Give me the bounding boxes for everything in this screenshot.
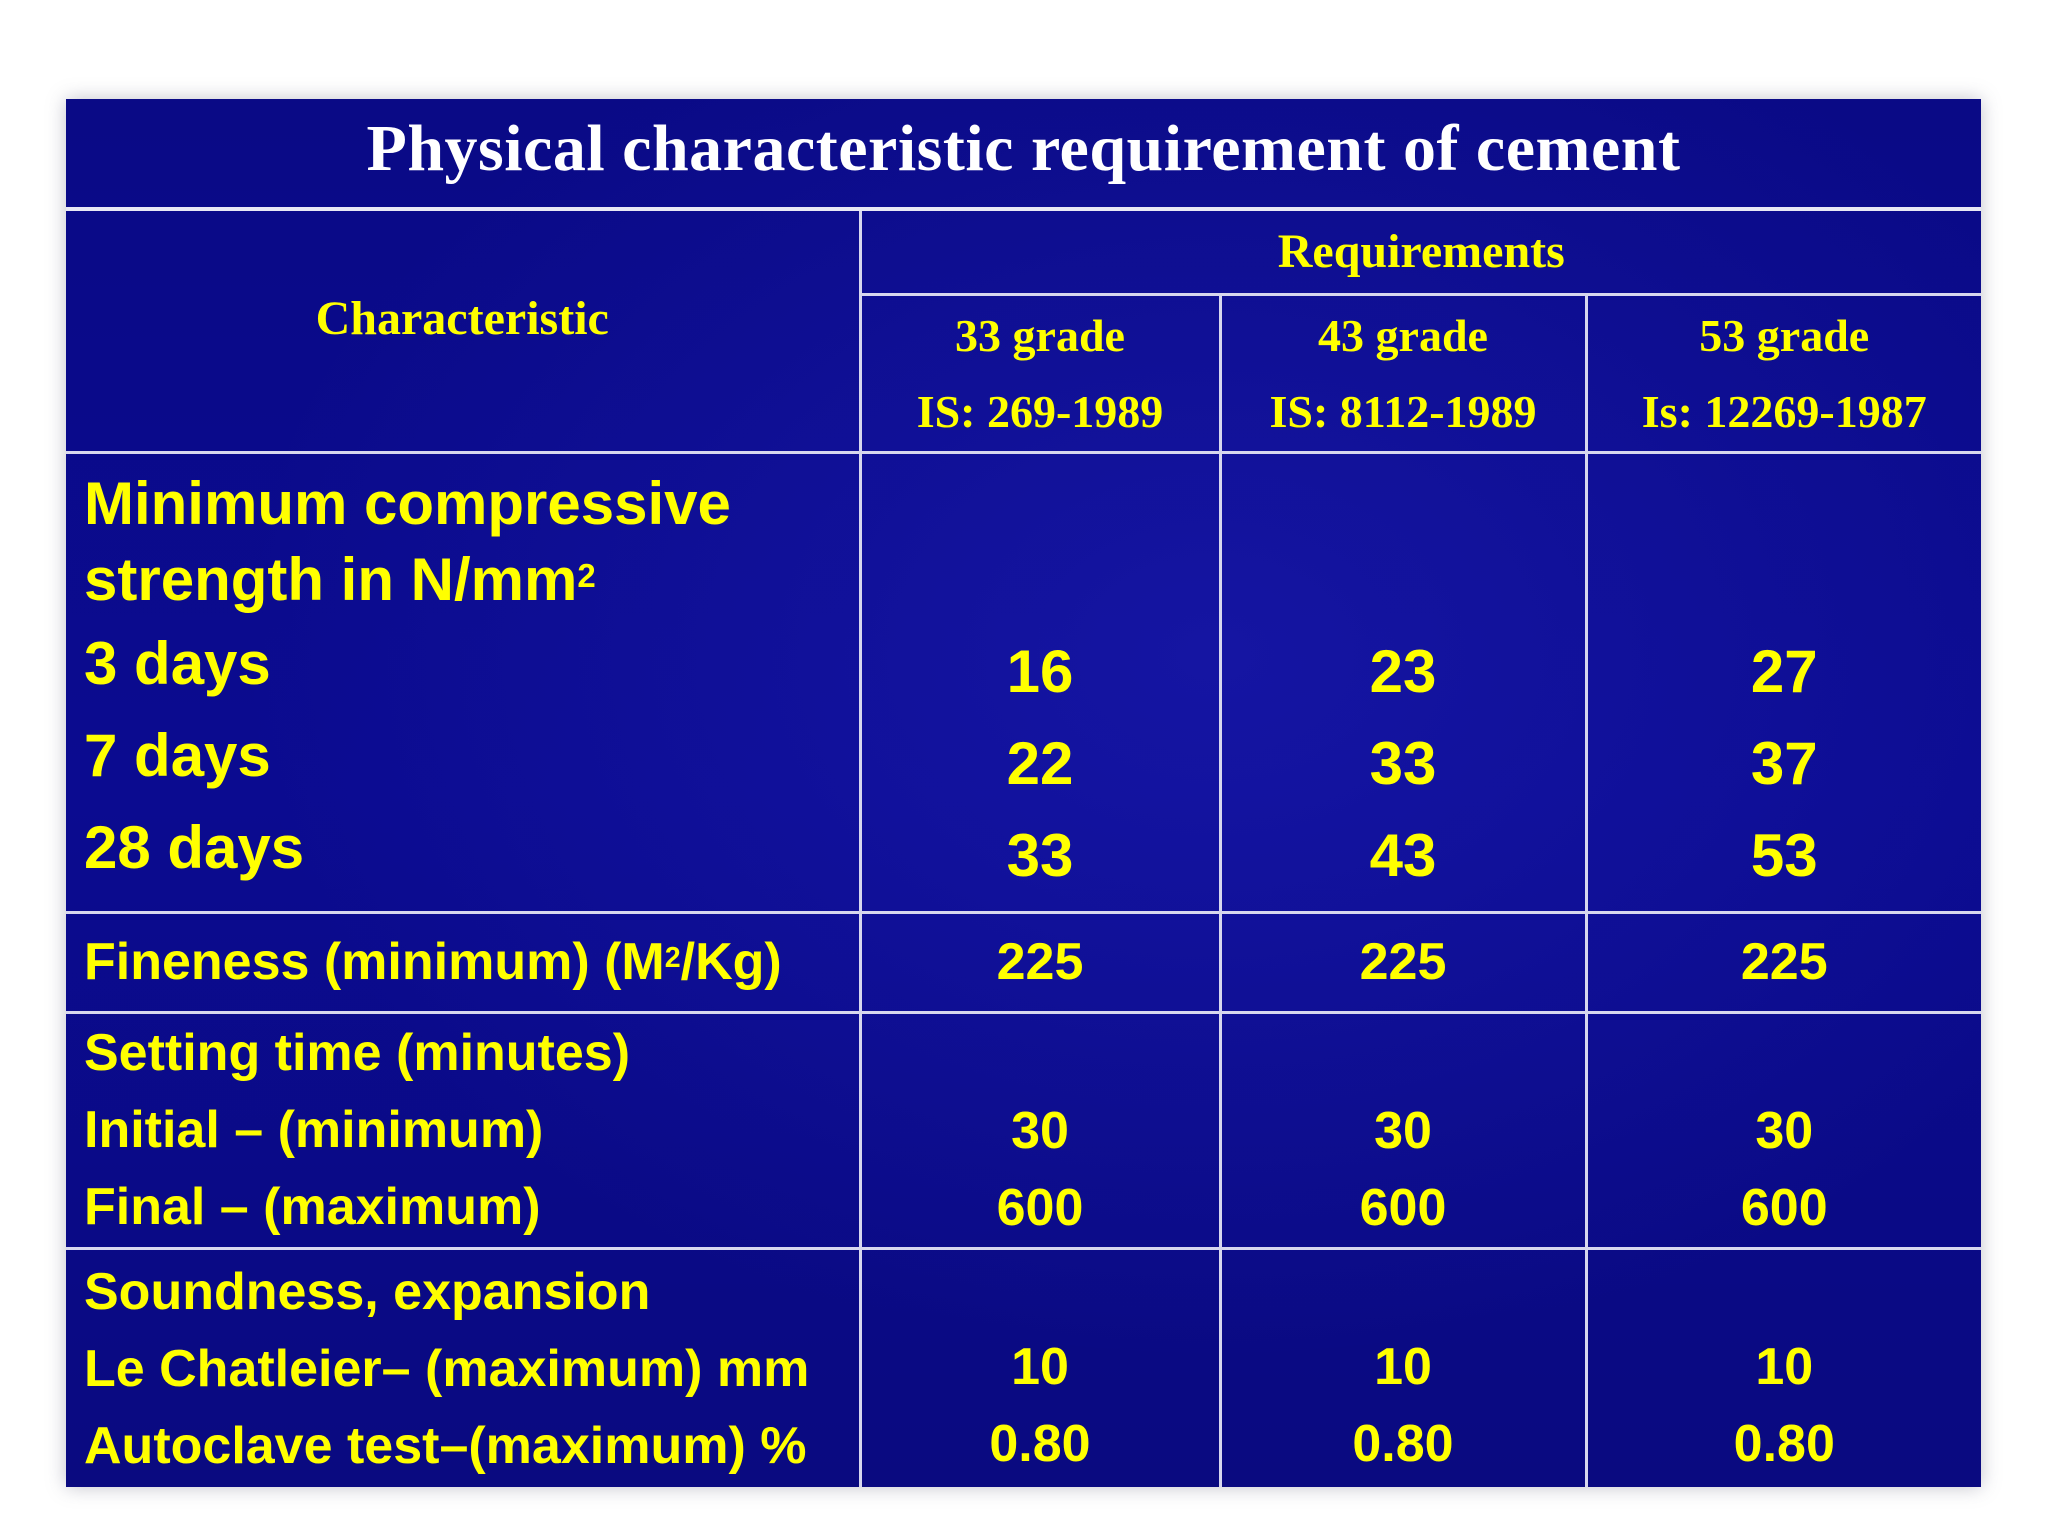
value-cell: 225 <box>1740 933 1828 991</box>
value-cell: 33 <box>1369 730 1437 797</box>
value-cell: 33 <box>1006 822 1074 889</box>
title-bar: Physical characteristic requirement of c… <box>66 99 1981 211</box>
grade-header-row: 33 grade IS: 269-1989 43 grade IS: 8112-… <box>66 293 1981 454</box>
value-cell: 600 <box>1359 1179 1447 1237</box>
requirements-header-label: Requirements <box>1277 225 1565 278</box>
value-cell: 37 <box>1750 730 1818 797</box>
value-cell: 23 <box>1369 638 1437 705</box>
fineness-label: Fineness (minimum) (M2/Kg) <box>66 911 862 1014</box>
slide-title: Physical characteristic requirement of c… <box>366 112 1681 185</box>
grade-header-43: 43 grade IS: 8112-1989 <box>1218 293 1588 454</box>
value-cell: 0.80 <box>989 1415 1091 1473</box>
value-cell: 16 <box>1006 638 1074 705</box>
value-cell: 600 <box>996 1179 1084 1237</box>
table-header-row: Characteristic Requirements <box>66 211 1981 454</box>
requirements-table: Characteristic Requirements 33 grade IS:… <box>66 211 1981 1487</box>
value-cell: 43 <box>1369 822 1437 889</box>
fineness-row: Fineness (minimum) (M2/Kg) 225 225 225 <box>66 911 1981 1014</box>
le-chatelier-label: Le Chatleier– (maximum) mm <box>84 1339 810 1398</box>
grade-standard: Is: 12269-1987 <box>1641 385 1927 437</box>
days-label: 28 days <box>84 814 305 881</box>
value-cell: 10 <box>1374 1338 1432 1396</box>
slide: Physical characteristic requirement of c… <box>66 99 1981 1487</box>
compressive-strength-label: Minimum compressive strength in N/mm2 3 … <box>66 451 862 914</box>
autoclave-label: Autoclave test–(maximum) % <box>84 1416 807 1475</box>
compressive-values-43: 23 33 43 <box>1218 451 1588 914</box>
setting-values-53: 30 600 <box>1584 1011 1981 1250</box>
grade-standard: IS: 8112-1989 <box>1269 385 1537 437</box>
grade-standard: IS: 269-1989 <box>916 385 1164 437</box>
value-cell: 53 <box>1750 822 1818 889</box>
setting-initial-label: Initial – (minimum) <box>84 1101 544 1159</box>
soundness-label: Soundness, expansion Le Chatleier– (maxi… <box>66 1247 862 1487</box>
fineness-value-43: 225 <box>1218 911 1588 1014</box>
soundness-heading: Soundness, expansion <box>84 1262 651 1321</box>
setting-time-row: Setting time (minutes) Initial – (minimu… <box>66 1011 1981 1250</box>
setting-values-33: 30 600 <box>858 1011 1222 1250</box>
setting-final-label: Final – (maximum) <box>84 1178 541 1236</box>
value-cell: 10 <box>1011 1338 1069 1396</box>
grade-name: 43 grade <box>1318 309 1488 361</box>
setting-time-label: Setting time (minutes) Initial – (minimu… <box>66 1011 862 1250</box>
value-cell: 225 <box>996 933 1084 991</box>
soundness-row: Soundness, expansion Le Chatleier– (maxi… <box>66 1247 1981 1487</box>
setting-values-43: 30 600 <box>1218 1011 1588 1250</box>
compressive-values-33: 16 22 33 <box>858 451 1222 914</box>
soundness-values-53: 10 0.80 <box>1584 1247 1981 1487</box>
compressive-label-line2: strength in N/mm2 <box>84 546 596 613</box>
compressive-values-53: 27 37 53 <box>1584 451 1981 914</box>
value-cell: 0.80 <box>1352 1415 1454 1473</box>
fineness-value-53: 225 <box>1584 911 1981 1014</box>
compressive-label-line1: Minimum compressive <box>84 470 731 537</box>
value-cell: 0.80 <box>1733 1415 1835 1473</box>
value-cell: 10 <box>1755 1338 1814 1396</box>
characteristic-header-label: Characteristic <box>315 292 609 345</box>
days-label: 7 days <box>84 722 271 789</box>
grade-name: 53 grade <box>1699 309 1870 361</box>
value-cell: 30 <box>1374 1102 1432 1160</box>
setting-time-heading: Setting time (minutes) <box>84 1024 631 1082</box>
grade-name: 33 grade <box>955 309 1125 361</box>
soundness-values-43: 10 0.80 <box>1218 1247 1588 1487</box>
value-cell: 27 <box>1750 638 1818 705</box>
grade-header-53: 53 grade Is: 12269-1987 <box>1584 293 1981 454</box>
characteristic-header: Characteristic <box>66 211 862 454</box>
grade-header-33: 33 grade IS: 269-1989 <box>860 293 1222 454</box>
value-cell: 600 <box>1740 1179 1828 1237</box>
value-cell: 30 <box>1755 1102 1814 1160</box>
value-cell: 225 <box>1359 933 1447 991</box>
value-cell: 30 <box>1011 1102 1069 1160</box>
fineness-value-33: 225 <box>858 911 1222 1014</box>
compressive-strength-row: Minimum compressive strength in N/mm2 3 … <box>66 451 1981 914</box>
days-label: 3 days <box>84 630 271 697</box>
soundness-values-33: 10 0.80 <box>858 1247 1222 1487</box>
value-cell: 22 <box>1006 730 1074 797</box>
requirements-header: Requirements <box>858 211 1981 296</box>
